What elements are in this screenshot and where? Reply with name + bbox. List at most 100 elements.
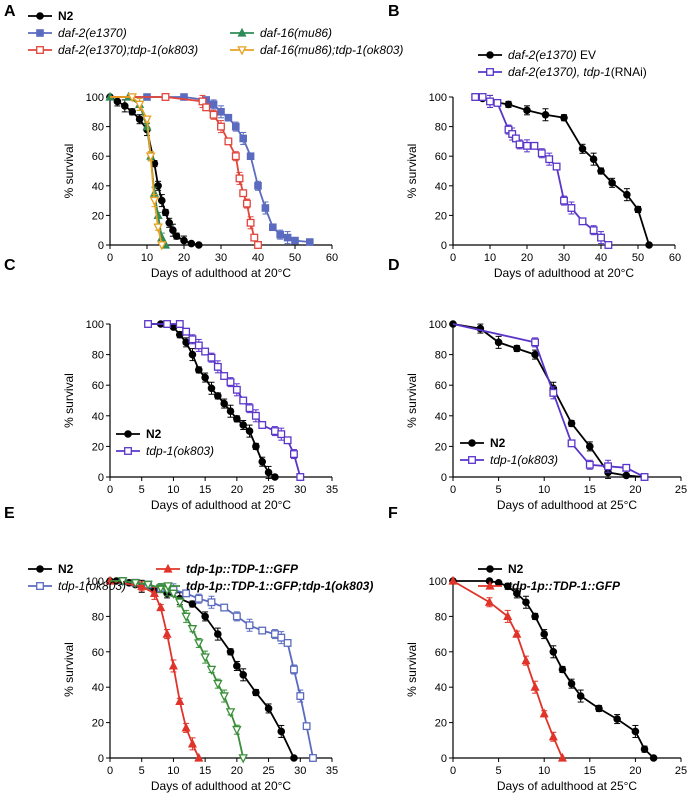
legend-swatch-marker bbox=[163, 563, 173, 573]
data-point bbox=[548, 731, 558, 741]
y-tick-label: 20 bbox=[92, 441, 104, 453]
data-point bbox=[597, 233, 605, 242]
data-point bbox=[531, 612, 539, 621]
series-1 bbox=[471, 93, 653, 249]
series-4 bbox=[110, 93, 262, 249]
y-axis-label: % survival bbox=[62, 144, 76, 199]
x-tick-label: 15 bbox=[584, 484, 596, 496]
data-point bbox=[175, 598, 185, 608]
y-tick-label: 0 bbox=[98, 753, 104, 765]
data-point bbox=[645, 241, 653, 249]
x-tick-label: 50 bbox=[289, 252, 301, 264]
y-tick-label: 60 bbox=[92, 380, 104, 392]
y-tick-label: 40 bbox=[92, 682, 104, 694]
data-point bbox=[503, 611, 513, 620]
data-point bbox=[233, 415, 241, 423]
data-point bbox=[169, 226, 177, 234]
y-tick-label: 20 bbox=[92, 718, 104, 730]
data-point bbox=[567, 679, 576, 688]
series-2 bbox=[448, 575, 567, 762]
data-point bbox=[209, 110, 218, 119]
data-point bbox=[180, 236, 188, 245]
data-point bbox=[649, 754, 658, 762]
x-axis-label: Days of adulthood at 20°C bbox=[151, 498, 292, 512]
data-point bbox=[541, 110, 550, 119]
series-1 bbox=[449, 577, 658, 762]
y-tick-label: 80 bbox=[435, 122, 447, 134]
legend-item: N2 bbox=[116, 427, 162, 441]
data-point bbox=[513, 589, 521, 598]
data-point bbox=[604, 462, 612, 471]
legend: N2 daf-2(e1370) daf-16(mu86) daf-2(e1370);t… bbox=[28, 9, 403, 57]
data-point bbox=[224, 113, 233, 122]
x-tick-label: 35 bbox=[326, 765, 338, 777]
data-point bbox=[254, 241, 262, 249]
x-tick-label: 25 bbox=[675, 765, 687, 777]
data-point bbox=[567, 439, 576, 448]
data-point bbox=[302, 722, 311, 731]
data-point bbox=[277, 633, 286, 642]
y-axis-label: % survival bbox=[405, 144, 419, 199]
data-point bbox=[567, 419, 576, 428]
legend-label: N2 bbox=[146, 427, 162, 441]
y-tick-label: 100 bbox=[86, 319, 104, 331]
data-point bbox=[270, 630, 279, 639]
y-tick-label: 100 bbox=[429, 319, 447, 331]
data-point bbox=[513, 344, 521, 353]
data-point bbox=[239, 396, 248, 405]
data-point bbox=[586, 442, 594, 451]
data-point bbox=[134, 100, 145, 110]
data-point bbox=[289, 450, 298, 458]
legend-swatch-marker bbox=[163, 582, 173, 592]
x-tick-label: 20 bbox=[629, 484, 641, 496]
x-tick-label: 10 bbox=[167, 765, 179, 777]
y-tick-label: 60 bbox=[435, 647, 447, 659]
data-point bbox=[154, 182, 162, 190]
data-point bbox=[537, 149, 546, 158]
y-tick-label: 20 bbox=[435, 210, 447, 222]
data-point bbox=[135, 115, 144, 123]
series-2 bbox=[471, 93, 613, 249]
legend-item: tdp-1(ok803) bbox=[460, 453, 558, 467]
x-tick-label: 15 bbox=[584, 765, 596, 777]
data-point bbox=[158, 196, 166, 205]
data-point bbox=[309, 754, 317, 762]
legend-swatch-marker bbox=[468, 456, 476, 464]
data-point bbox=[306, 238, 314, 246]
data-point bbox=[219, 692, 229, 702]
x-tick-label: 30 bbox=[558, 252, 570, 264]
x-tick-label: 10 bbox=[538, 484, 550, 496]
data-point bbox=[130, 579, 141, 589]
y-tick-label: 100 bbox=[429, 92, 447, 104]
data-point bbox=[117, 577, 128, 587]
legend-item: daf-16(mu86) bbox=[230, 26, 332, 40]
data-point bbox=[246, 152, 255, 160]
y-tick-label: 0 bbox=[98, 240, 104, 252]
data-point bbox=[597, 167, 605, 175]
legend-swatch-marker bbox=[36, 582, 44, 590]
x-tick-label: 15 bbox=[199, 765, 211, 777]
data-point bbox=[149, 588, 159, 597]
data-point bbox=[604, 241, 613, 249]
panel-a: A 0 20 40 60 80 100 0 10 20 30 40 50 60 Days of adulth… bbox=[4, 3, 403, 280]
data-point bbox=[224, 137, 233, 146]
legend-label: N2 bbox=[490, 436, 506, 450]
data-point bbox=[595, 704, 603, 713]
data-point bbox=[251, 411, 260, 420]
x-tick-label: 30 bbox=[294, 765, 306, 777]
y-tick-label: 100 bbox=[86, 576, 104, 588]
data-point bbox=[217, 122, 225, 131]
x-tick-label: 30 bbox=[294, 484, 306, 496]
data-point bbox=[512, 628, 522, 638]
data-point bbox=[156, 602, 166, 612]
data-point bbox=[175, 696, 185, 705]
x-tick-label: 10 bbox=[538, 765, 550, 777]
y-axis-label: % survival bbox=[405, 642, 419, 697]
y-tick-label: 60 bbox=[92, 151, 104, 163]
data-point bbox=[276, 230, 284, 239]
data-point bbox=[252, 442, 260, 451]
series-3 bbox=[105, 575, 204, 762]
x-tick-label: 40 bbox=[252, 252, 264, 264]
data-point bbox=[162, 628, 172, 638]
y-tick-label: 20 bbox=[435, 718, 447, 730]
